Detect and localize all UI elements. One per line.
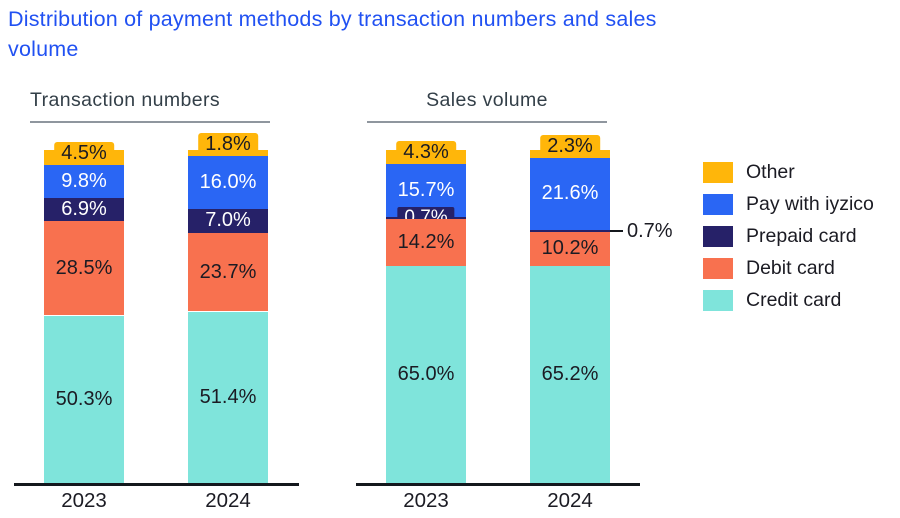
- chart-group-title-transaction-numbers: Transaction numbers: [30, 89, 270, 123]
- stacked-bar-sales-volume-2023: 4.3% 15.7% 0.7% 14.2% 65.0%: [386, 141, 466, 483]
- chart-title: Distribution of payment methods by trans…: [8, 7, 657, 61]
- bar-segment-credit-card: [44, 315, 124, 483]
- x-axis-category-label: 2023: [403, 489, 449, 512]
- legend-swatch-credit-card: [703, 289, 733, 311]
- other-value-label: 2.3%: [540, 134, 600, 158]
- bar-segment-pay-with-iyzico: [188, 155, 268, 210]
- legend-label: Other: [746, 160, 795, 183]
- legend-label: Pay with iyzico: [746, 192, 874, 215]
- legend-item-pay-with-iyzico: Pay with iyzico: [703, 193, 874, 215]
- stacked-bar-transaction-numbers-2023: 4.5% 9.8% 6.9% 28.5% 50.3%: [44, 142, 124, 483]
- bar-segment-credit-card: [386, 266, 466, 483]
- other-value-label: 4.3%: [396, 141, 456, 165]
- x-axis-category-label: 2024: [205, 489, 251, 512]
- bar-segment-prepaid-card: [44, 197, 124, 221]
- bar-segment-prepaid-card: [188, 209, 268, 233]
- x-axis-category-label: 2024: [547, 489, 593, 512]
- legend-label: Debit card: [746, 256, 835, 279]
- stacked-bar-sales-volume-2024: 2.3% 21.6% 0.7% 10.2% 65.2%: [530, 134, 673, 483]
- legend-swatch-prepaid-card: [703, 225, 733, 247]
- bar-segment-debit-card: [530, 231, 610, 266]
- x-axis-line: [14, 483, 299, 486]
- stacked-bar-transaction-numbers-2024: 1.8% 16.0% 7.0% 23.7% 51.4%: [188, 133, 268, 483]
- chart-group-title-sales-volume: Sales volume: [367, 89, 607, 123]
- legend-swatch-pay-with-iyzico: [703, 193, 733, 215]
- legend-swatch-debit-card: [703, 257, 733, 279]
- callout-line: [610, 229, 623, 232]
- bar-segment-pay-with-iyzico: [530, 157, 610, 230]
- x-axis-line: [356, 483, 640, 486]
- legend-swatch-other: [703, 161, 733, 183]
- legend-item-prepaid-card: Prepaid card: [703, 225, 857, 247]
- other-value-label: 4.5%: [54, 142, 114, 165]
- legend-label: Prepaid card: [746, 224, 857, 247]
- legend-item-credit-card: Credit card: [703, 289, 841, 311]
- legend-item-other: Other: [703, 161, 795, 183]
- bar-segment-pay-with-iyzico: [44, 164, 124, 198]
- bar-segment-debit-card: [188, 232, 268, 312]
- bar-segment-prepaid-card: [530, 229, 610, 232]
- legend-label: Credit card: [746, 288, 842, 311]
- x-axis-category-label: 2023: [61, 489, 107, 512]
- legend-item-debit-card: Debit card: [703, 257, 835, 279]
- bar-segment-credit-card: [530, 265, 610, 483]
- bar-segment-debit-card: [44, 220, 124, 316]
- bar-segment-debit-card: [386, 218, 466, 267]
- bar-segment-credit-card: [188, 311, 268, 483]
- other-value-label: 1.8%: [198, 133, 258, 156]
- callout-value-label: 0.7%: [627, 219, 673, 242]
